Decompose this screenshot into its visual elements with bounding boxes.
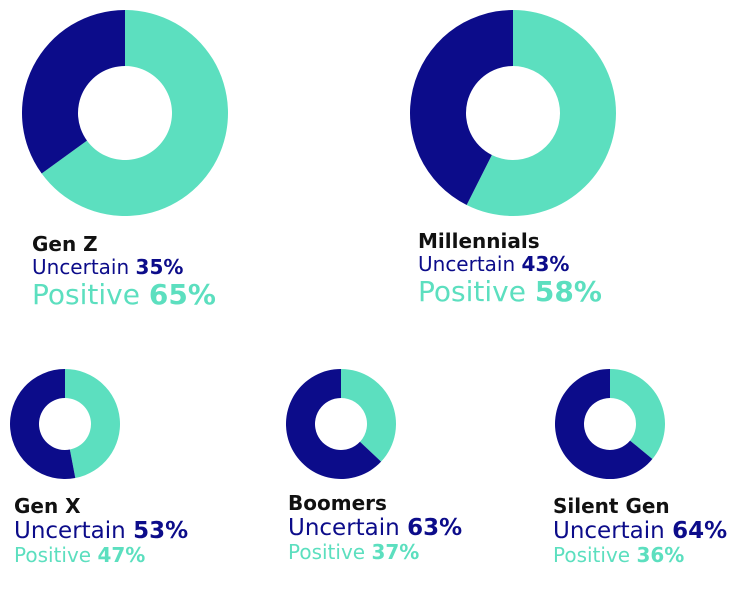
positive-label: Positive — [14, 543, 92, 568]
positive-value: 47% — [97, 543, 146, 568]
legend-gen-x: Gen X Uncertain 53% Positive 47% — [14, 495, 188, 567]
uncertain-line: Uncertain 43% — [418, 253, 602, 276]
positive-value: 36% — [636, 543, 685, 568]
chart-title: Millennials — [418, 229, 540, 253]
legend-gen-z: Gen Z Uncertain 35% Positive 65% — [32, 233, 216, 311]
positive-label: Positive — [288, 540, 366, 565]
uncertain-label: Uncertain — [553, 518, 665, 544]
positive-line: Positive 65% — [32, 278, 216, 311]
uncertain-label: Uncertain — [288, 515, 400, 541]
chart-title: Gen X — [14, 494, 81, 518]
uncertain-slice — [22, 10, 125, 174]
uncertain-slice — [286, 369, 382, 479]
legend-silent-gen: Silent Gen Uncertain 64% Positive 36% — [553, 495, 727, 567]
positive-value: 65% — [148, 278, 216, 311]
uncertain-line: Uncertain 35% — [32, 256, 216, 279]
uncertain-label: Uncertain — [14, 518, 126, 544]
uncertain-slice — [10, 369, 76, 479]
positive-label: Positive — [553, 543, 631, 568]
legend-millennials: Millennials Uncertain 43% Positive 58% — [418, 230, 602, 308]
uncertain-line: Uncertain 63% — [288, 515, 462, 541]
positive-line: Positive 47% — [14, 544, 188, 567]
legend-boomers: Boomers Uncertain 63% Positive 37% — [288, 492, 462, 564]
uncertain-value: 43% — [521, 252, 570, 276]
donut-chart-boomers — [286, 369, 396, 479]
uncertain-line: Uncertain 64% — [553, 518, 727, 544]
positive-line: Positive 37% — [288, 541, 462, 564]
positive-slice — [466, 10, 616, 216]
uncertain-slice — [410, 10, 513, 205]
uncertain-label: Uncertain — [32, 255, 130, 279]
chart-title: Gen Z — [32, 232, 98, 256]
chart-title: Boomers — [288, 491, 387, 515]
uncertain-line: Uncertain 53% — [14, 518, 188, 544]
positive-line: Positive 36% — [553, 544, 727, 567]
donut-chart-gen-z — [22, 10, 228, 216]
positive-slice — [610, 369, 665, 460]
donut-chart-silent-gen — [555, 369, 665, 479]
uncertain-value: 35% — [135, 255, 184, 279]
positive-line: Positive 58% — [418, 275, 602, 308]
positive-value: 58% — [534, 275, 602, 308]
positive-value: 37% — [371, 540, 420, 565]
uncertain-slice — [555, 369, 653, 479]
positive-label: Positive — [418, 275, 526, 308]
positive-slice — [341, 369, 396, 462]
uncertain-label: Uncertain — [418, 252, 516, 276]
positive-slice — [41, 10, 228, 216]
donut-chart-gen-x — [10, 369, 120, 479]
chart-title: Silent Gen — [553, 494, 670, 518]
uncertain-value: 64% — [672, 518, 728, 544]
uncertain-value: 53% — [133, 518, 189, 544]
positive-slice — [65, 369, 120, 479]
uncertain-value: 63% — [407, 515, 463, 541]
donut-chart-millennials — [410, 10, 616, 216]
positive-label: Positive — [32, 278, 140, 311]
